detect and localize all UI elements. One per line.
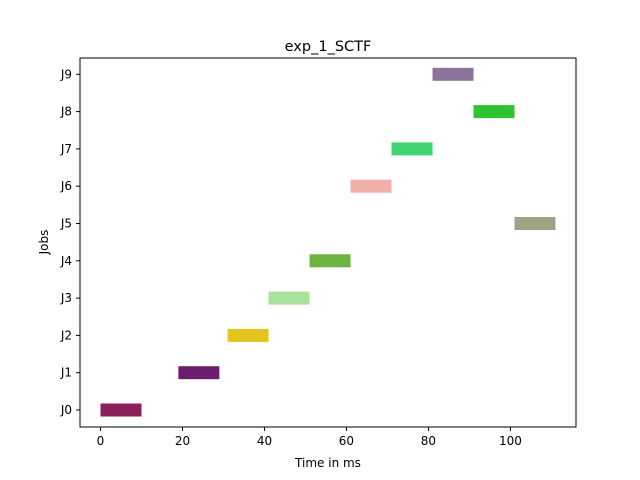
x-tick-label: 60	[339, 434, 354, 448]
x-axis-ticks: 0 20 40 60 80 100	[97, 427, 522, 448]
chart-title: exp_1_SCTF	[285, 39, 372, 55]
task-bar-j8	[473, 105, 515, 119]
y-tick-label-j4: J4	[60, 254, 72, 268]
bars-group	[100, 67, 556, 417]
y-tick-label-j9: J9	[60, 67, 72, 81]
y-tick-label-j5: J5	[60, 217, 72, 231]
y-tick-label-j6: J6	[60, 179, 72, 193]
x-tick-label: 40	[257, 434, 272, 448]
plot-frame	[79, 57, 577, 428]
x-tick-label: 80	[421, 434, 436, 448]
task-bar-j3	[268, 291, 310, 305]
y-tick-label-j3: J3	[60, 291, 72, 305]
task-bar-j0	[100, 403, 142, 417]
y-axis-ticks: J0 J1 J2 J3 J4 J5 J6 J7 J8 J9	[60, 67, 80, 417]
x-tick-label: 0	[97, 434, 105, 448]
x-tick-label: 100	[499, 434, 522, 448]
task-bar-j1	[178, 366, 220, 380]
y-tick-label-j1: J1	[60, 366, 72, 380]
task-bar-j9	[432, 67, 474, 81]
y-tick-label-j2: J2	[60, 328, 72, 342]
y-tick-label-j7: J7	[60, 142, 72, 156]
x-tick-label: 20	[175, 434, 190, 448]
task-bar-j2	[227, 328, 269, 342]
task-bar-j5	[514, 217, 556, 230]
task-bar-j7	[391, 142, 433, 156]
y-tick-label-j0: J0	[60, 403, 72, 417]
task-bar-j6	[350, 179, 392, 193]
x-axis-label: Time in ms	[294, 456, 361, 470]
y-axis-label: Jobs	[37, 230, 51, 256]
y-tick-label-j8: J8	[60, 105, 72, 119]
task-bar-j4	[309, 254, 351, 268]
